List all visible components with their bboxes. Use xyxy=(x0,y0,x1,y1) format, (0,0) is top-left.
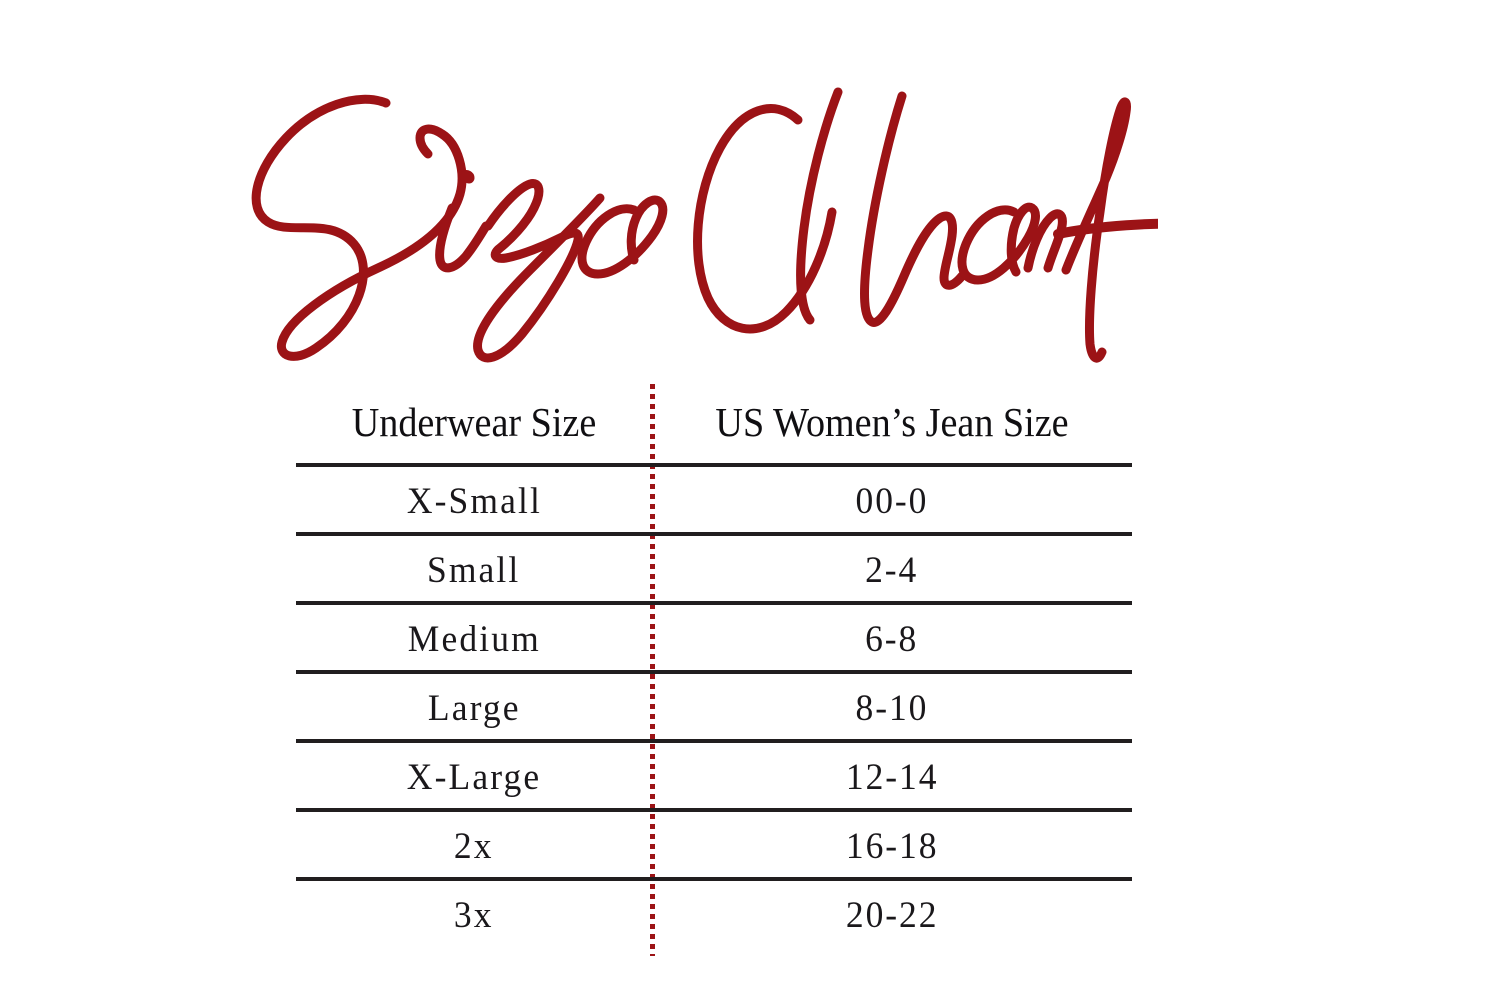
cell-text: 12-14 xyxy=(845,757,939,798)
table-row: Medium 6-8 xyxy=(296,605,1132,674)
table-rule xyxy=(296,739,1132,743)
table-cell-jean-size: 20-22 xyxy=(652,881,1132,950)
table-row: X-Small 00-0 xyxy=(296,467,1132,536)
table-cell-underwear-size: 2x xyxy=(296,812,652,881)
cell-text: 2-4 xyxy=(865,550,919,591)
cell-text: 16-18 xyxy=(845,826,939,867)
table-row: 3x 20-22 xyxy=(296,881,1132,950)
table-rule xyxy=(296,670,1132,674)
cell-text: 2x xyxy=(454,826,494,867)
table-cell-underwear-size: X-Small xyxy=(296,467,652,536)
table-rule xyxy=(296,877,1132,881)
table-cell-underwear-size: 3x xyxy=(296,881,652,950)
cell-text: 6-8 xyxy=(865,619,919,660)
cell-text: Medium xyxy=(407,619,541,660)
table-rule xyxy=(296,808,1132,812)
table-row: Large 8-10 xyxy=(296,674,1132,743)
table-header-underwear-size: Underwear Size xyxy=(351,398,597,445)
cell-text: X-Large xyxy=(406,757,542,798)
table-cell-jean-size: 00-0 xyxy=(652,467,1132,536)
table-cell-jean-size: 8-10 xyxy=(652,674,1132,743)
cell-text: 20-22 xyxy=(845,895,939,936)
table-header-jean-size: US Women’s Jean Size xyxy=(715,398,1069,445)
table-cell-jean-size: 6-8 xyxy=(652,605,1132,674)
table-cell-jean-size: 16-18 xyxy=(652,812,1132,881)
page-title: Size Chart xyxy=(238,62,1158,382)
size-chart-script-title-icon xyxy=(251,87,1158,363)
table-row: 2x 16-18 xyxy=(296,812,1132,881)
cell-text: 3x xyxy=(454,895,494,936)
size-table: Underwear Size US Women’s Jean Size X-Sm… xyxy=(296,384,1132,960)
cell-text: 8-10 xyxy=(855,688,929,729)
cell-text: Small xyxy=(427,550,521,591)
table-rule xyxy=(296,601,1132,605)
table-cell-underwear-size: Large xyxy=(296,674,652,743)
table-cell-jean-size: 12-14 xyxy=(652,743,1132,812)
table-row: Small 2-4 xyxy=(296,536,1132,605)
table-cell-underwear-size: Small xyxy=(296,536,652,605)
table-cell-underwear-size: X-Large xyxy=(296,743,652,812)
table-cell-underwear-size: Medium xyxy=(296,605,652,674)
cell-text: X-Small xyxy=(406,481,542,522)
table-row: X-Large 12-14 xyxy=(296,743,1132,812)
table-cell-jean-size: 2-4 xyxy=(652,536,1132,605)
table-rule xyxy=(296,463,1132,467)
cell-text: 00-0 xyxy=(855,481,929,522)
table-rule xyxy=(296,532,1132,536)
cell-text: Large xyxy=(427,688,521,729)
table-header-row: Underwear Size US Women’s Jean Size xyxy=(296,384,1132,459)
